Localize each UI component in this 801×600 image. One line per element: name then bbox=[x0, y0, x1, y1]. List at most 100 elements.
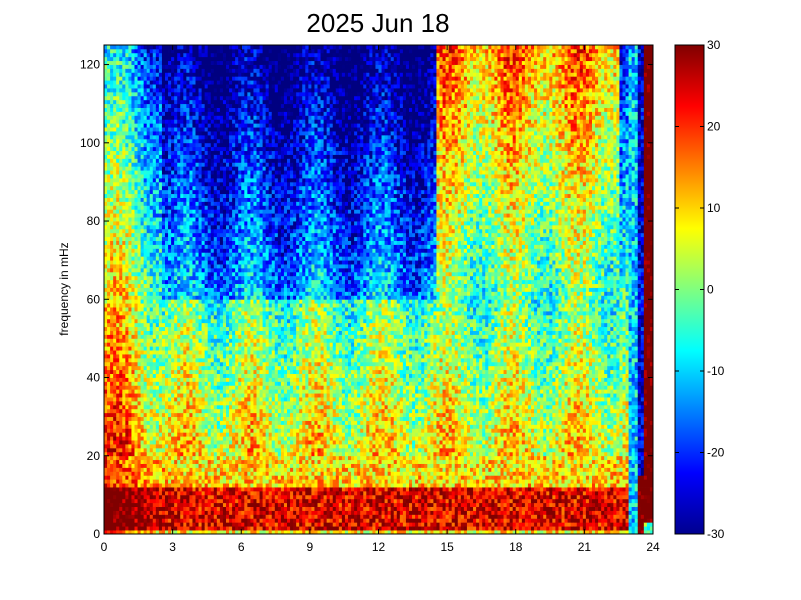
heatmap-cell bbox=[177, 318, 181, 324]
heatmap-cell bbox=[116, 170, 120, 175]
heatmap-cell bbox=[161, 334, 166, 339]
heatmap-cell bbox=[213, 279, 218, 285]
heatmap-cell bbox=[122, 174, 126, 179]
heatmap-cell bbox=[204, 487, 209, 492]
heatmap-cell bbox=[134, 185, 138, 191]
heatmap-cell bbox=[131, 487, 135, 492]
heatmap-cell bbox=[201, 224, 206, 230]
heatmap-cell bbox=[143, 303, 148, 308]
heatmap-cell bbox=[134, 357, 138, 363]
heatmap-cell bbox=[204, 76, 209, 81]
heatmap-cell bbox=[186, 483, 190, 488]
heatmap-cell bbox=[140, 213, 145, 218]
heatmap-cell bbox=[201, 369, 206, 375]
heatmap-cell bbox=[158, 322, 163, 328]
heatmap-cell bbox=[122, 244, 126, 249]
heatmap-cell bbox=[177, 463, 181, 468]
heatmap-cell bbox=[140, 518, 145, 523]
heatmap-cell bbox=[158, 193, 163, 198]
heatmap-cell bbox=[143, 377, 148, 382]
heatmap-cell bbox=[116, 318, 120, 324]
heatmap-cell bbox=[171, 479, 175, 484]
heatmap-cell bbox=[198, 162, 202, 167]
heatmap-cell bbox=[186, 60, 190, 65]
heatmap-cell bbox=[116, 244, 120, 249]
heatmap-cell bbox=[168, 162, 172, 167]
heatmap-cell bbox=[143, 271, 148, 277]
heatmap-cell bbox=[107, 400, 111, 406]
heatmap-cell bbox=[149, 357, 154, 363]
heatmap-cell bbox=[174, 142, 178, 148]
heatmap-cell bbox=[137, 404, 141, 410]
heatmap-cell bbox=[119, 447, 123, 453]
heatmap-cell bbox=[119, 240, 123, 245]
heatmap-cell bbox=[125, 404, 129, 410]
heatmap-cell bbox=[146, 228, 151, 234]
heatmap-cell bbox=[113, 295, 117, 300]
heatmap-cell bbox=[222, 213, 227, 218]
heatmap-cell bbox=[131, 111, 135, 116]
heatmap-cell bbox=[140, 369, 145, 375]
heatmap-cell bbox=[137, 467, 141, 472]
heatmap-cell bbox=[146, 201, 151, 206]
heatmap-cell bbox=[207, 400, 212, 406]
heatmap-cell bbox=[122, 467, 126, 472]
heatmap-cell bbox=[149, 248, 154, 253]
heatmap-cell bbox=[140, 138, 145, 144]
heatmap-cell bbox=[137, 479, 141, 484]
heatmap-cell bbox=[216, 48, 221, 54]
heatmap-cell bbox=[213, 154, 218, 159]
heatmap-cell bbox=[116, 260, 120, 265]
heatmap-cell bbox=[155, 185, 160, 191]
heatmap-cell bbox=[189, 530, 193, 535]
heatmap-cell bbox=[122, 373, 126, 378]
heatmap-cell bbox=[216, 506, 221, 511]
heatmap-cell bbox=[110, 506, 114, 511]
heatmap-cell bbox=[168, 252, 172, 257]
heatmap-cell bbox=[140, 107, 145, 112]
heatmap-cell bbox=[104, 295, 108, 300]
heatmap-cell bbox=[125, 412, 129, 418]
heatmap-cell bbox=[134, 444, 138, 449]
heatmap-cell bbox=[183, 475, 187, 480]
heatmap-cell bbox=[219, 197, 224, 202]
heatmap-cell bbox=[183, 256, 187, 261]
heatmap-cell bbox=[213, 166, 218, 171]
heatmap-cell bbox=[168, 189, 172, 195]
heatmap-cell bbox=[149, 494, 154, 500]
heatmap-cell bbox=[119, 232, 123, 238]
heatmap-cell bbox=[195, 412, 199, 418]
heatmap-cell bbox=[161, 377, 166, 382]
heatmap-cell bbox=[113, 134, 117, 140]
heatmap-cell bbox=[168, 428, 172, 433]
heatmap-cell bbox=[161, 232, 166, 238]
heatmap-cell bbox=[104, 99, 108, 105]
heatmap-cell bbox=[189, 498, 193, 504]
heatmap-cell bbox=[140, 346, 145, 351]
heatmap-cell bbox=[104, 154, 108, 159]
heatmap-cell bbox=[104, 318, 108, 324]
heatmap-cell bbox=[177, 326, 181, 331]
heatmap-cell bbox=[104, 64, 108, 69]
heatmap-cell bbox=[122, 213, 126, 218]
heatmap-cell bbox=[186, 408, 190, 414]
heatmap-cell bbox=[113, 428, 117, 433]
heatmap-cell bbox=[219, 318, 224, 324]
heatmap-cell bbox=[131, 279, 135, 285]
heatmap-cell bbox=[174, 397, 178, 402]
heatmap-cell bbox=[155, 267, 160, 273]
heatmap-cell bbox=[171, 303, 175, 308]
heatmap-cell bbox=[113, 393, 117, 398]
heatmap-cell bbox=[189, 150, 193, 155]
heatmap-cell bbox=[125, 494, 129, 500]
heatmap-cell bbox=[134, 475, 138, 480]
heatmap-cell bbox=[122, 510, 126, 515]
heatmap-cell bbox=[165, 416, 169, 421]
heatmap-cell bbox=[177, 48, 181, 54]
heatmap-cell bbox=[128, 228, 132, 234]
heatmap-cell bbox=[207, 424, 212, 429]
heatmap-cell bbox=[168, 326, 172, 331]
heatmap-cell bbox=[195, 330, 199, 335]
heatmap-cell bbox=[165, 412, 169, 418]
heatmap-cell bbox=[183, 134, 187, 140]
